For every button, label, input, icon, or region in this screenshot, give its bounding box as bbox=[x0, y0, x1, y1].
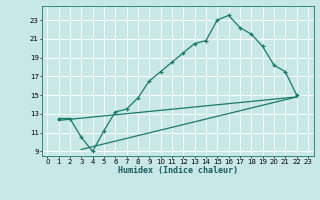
X-axis label: Humidex (Indice chaleur): Humidex (Indice chaleur) bbox=[118, 166, 237, 175]
